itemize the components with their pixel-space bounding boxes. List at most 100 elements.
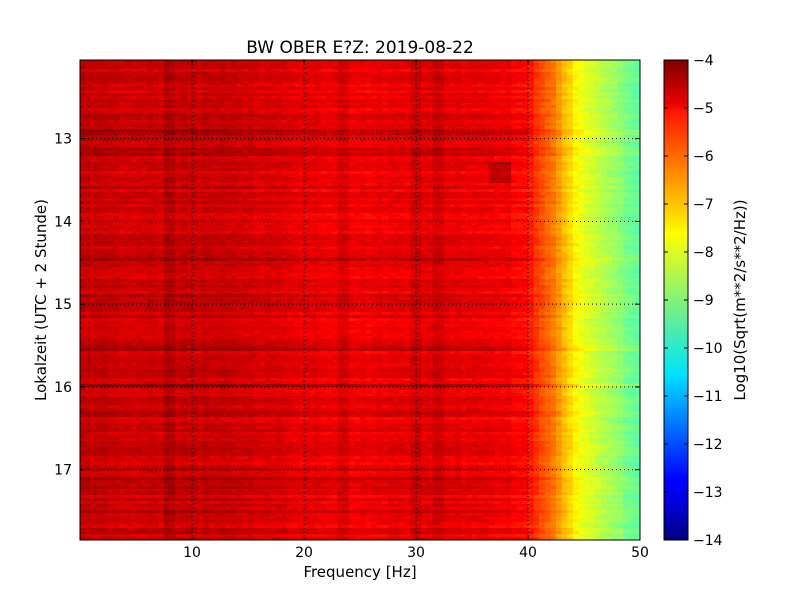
heatmap-cell	[287, 66, 294, 70]
heatmap-cell	[225, 120, 232, 124]
heatmap-cell	[102, 108, 109, 112]
heatmap-cell	[315, 90, 322, 94]
heatmap-cell	[270, 81, 277, 85]
heatmap-cell	[309, 102, 316, 106]
heatmap-cell	[164, 105, 171, 109]
heatmap-cell	[416, 69, 423, 73]
heatmap-cell	[528, 96, 535, 100]
heatmap-cell	[281, 93, 288, 97]
heatmap-cell	[410, 96, 417, 100]
heatmap-cell	[315, 120, 322, 124]
heatmap-cell	[382, 60, 389, 64]
heatmap-cell	[152, 75, 159, 79]
heatmap-cell	[388, 117, 395, 121]
heatmap-cell	[589, 90, 596, 94]
heatmap-cell	[444, 60, 451, 64]
heatmap-cell	[466, 117, 473, 121]
heatmap-cell	[511, 111, 518, 115]
heatmap-cell	[85, 105, 92, 109]
heatmap-cell	[488, 117, 495, 121]
heatmap-cell	[225, 87, 232, 91]
heatmap-cell	[203, 114, 210, 118]
heatmap-cell	[231, 63, 238, 67]
heatmap-cell	[320, 111, 327, 115]
heatmap-cell	[567, 60, 574, 64]
heatmap-cell	[472, 123, 479, 127]
heatmap-cell	[371, 108, 378, 112]
heatmap-cell	[337, 84, 344, 88]
heatmap-cell	[158, 105, 165, 109]
heatmap-cell	[270, 87, 277, 91]
heatmap-cell	[466, 84, 473, 88]
heatmap-cell	[466, 63, 473, 67]
heatmap-cell	[197, 90, 204, 94]
heatmap-cell	[175, 90, 182, 94]
heatmap-cell	[371, 93, 378, 97]
heatmap-cell	[544, 93, 551, 97]
heatmap-cell	[130, 105, 137, 109]
heatmap-cell	[91, 114, 98, 118]
heatmap-cell	[158, 111, 165, 115]
heatmap-cell	[80, 87, 87, 91]
heatmap-cell	[108, 69, 115, 73]
heatmap-cell	[264, 63, 271, 67]
heatmap-cell	[477, 102, 484, 106]
heatmap-cell	[102, 63, 109, 67]
heatmap-cell	[371, 102, 378, 106]
heatmap-cell	[85, 87, 92, 91]
heatmap-cell	[628, 108, 635, 112]
heatmap-cell	[449, 117, 456, 121]
heatmap-cell	[332, 87, 339, 91]
heatmap-cell	[500, 87, 507, 91]
heatmap-cell	[449, 90, 456, 94]
heatmap-cell	[410, 84, 417, 88]
heatmap-cell	[528, 66, 535, 70]
heatmap-cell	[561, 78, 568, 82]
heatmap-cell	[281, 84, 288, 88]
heatmap-cell	[595, 117, 602, 121]
heatmap-cell	[208, 117, 215, 121]
heatmap-cell	[550, 81, 557, 85]
heatmap-cell	[623, 96, 630, 100]
heatmap-cell	[141, 90, 148, 94]
heatmap-cell	[634, 123, 640, 127]
heatmap-cell	[248, 69, 255, 73]
heatmap-cell	[259, 114, 266, 118]
heatmap-cell	[180, 102, 187, 106]
heatmap-cell	[119, 120, 126, 124]
heatmap-cell	[628, 84, 635, 88]
heatmap-cell	[253, 72, 260, 76]
heatmap-cell	[488, 120, 495, 124]
heatmap-cell	[332, 96, 339, 100]
heatmap-cell	[393, 90, 400, 94]
heatmap-cell	[236, 114, 243, 118]
heatmap-cell	[556, 102, 563, 106]
heatmap-cell	[102, 99, 109, 103]
heatmap-cell	[141, 99, 148, 103]
heatmap-cell	[141, 117, 148, 121]
heatmap-cell	[119, 75, 126, 79]
heatmap-cell	[432, 117, 439, 121]
heatmap-cell	[393, 87, 400, 91]
heatmap-cell	[404, 93, 411, 97]
heatmap-cell	[220, 93, 227, 97]
heatmap-cell	[186, 108, 193, 112]
heatmap-cell	[354, 84, 361, 88]
heatmap-cell	[169, 60, 176, 64]
heatmap-cell	[208, 63, 215, 67]
heatmap-cell	[326, 81, 333, 85]
heatmap-cell	[371, 84, 378, 88]
heatmap-cell	[287, 93, 294, 97]
heatmap-cell	[175, 96, 182, 100]
heatmap-cell	[494, 105, 501, 109]
heatmap-cell	[124, 60, 131, 64]
heatmap-cell	[376, 81, 383, 85]
heatmap-cell	[248, 60, 255, 64]
heatmap-cell	[259, 111, 266, 115]
heatmap-cell	[119, 99, 126, 103]
heatmap-cell	[320, 63, 327, 67]
heatmap-cell	[584, 72, 591, 76]
heatmap-cell	[292, 114, 299, 118]
heatmap-cell	[80, 123, 87, 127]
heatmap-cell	[567, 84, 574, 88]
